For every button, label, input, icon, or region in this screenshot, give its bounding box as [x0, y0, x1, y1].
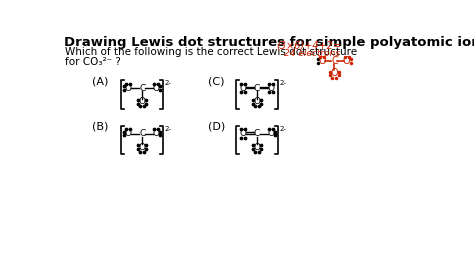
Text: 2-: 2- [164, 126, 172, 132]
Text: C: C [139, 129, 146, 138]
Text: (C): (C) [208, 76, 225, 86]
Text: O: O [125, 84, 132, 93]
Text: O: O [239, 84, 246, 93]
Text: 2-: 2- [279, 126, 286, 132]
Text: Drawing Lewis dot structures for simple polyatomic ions: Drawing Lewis dot structures for simple … [64, 36, 474, 49]
Text: O: O [254, 98, 260, 106]
Text: 24 electrons: 24 electrons [284, 49, 340, 58]
Text: (D): (D) [208, 122, 225, 132]
Text: C: C [254, 129, 260, 138]
Text: C: C [331, 56, 338, 66]
Text: O: O [267, 84, 274, 93]
Text: (3×6)+4+2=: (3×6)+4+2= [276, 40, 341, 50]
Text: O: O [125, 129, 132, 138]
Text: O: O [153, 129, 160, 138]
Text: O: O [343, 56, 351, 66]
Text: O: O [267, 129, 274, 138]
Text: (A): (A) [92, 76, 108, 86]
Text: for CO₃²⁻ ?: for CO₃²⁻ ? [65, 57, 121, 66]
Text: 2-: 2- [279, 80, 286, 86]
Text: O: O [239, 129, 246, 138]
Text: O: O [139, 143, 146, 152]
Text: C: C [254, 84, 260, 93]
Text: O: O [254, 143, 260, 152]
Text: O: O [139, 98, 146, 106]
Text: O: O [318, 56, 326, 66]
Text: (B): (B) [92, 122, 108, 132]
Text: C: C [139, 84, 146, 93]
Text: Which of the following is the correct Lewis dot structure: Which of the following is the correct Le… [65, 47, 357, 57]
Text: O: O [330, 69, 338, 78]
Text: O: O [153, 84, 160, 93]
Text: 2-: 2- [164, 80, 172, 86]
